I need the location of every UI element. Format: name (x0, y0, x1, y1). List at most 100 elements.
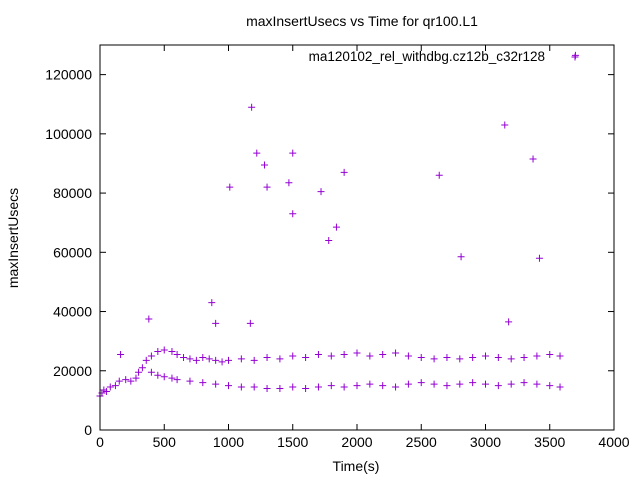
data-point (494, 382, 502, 390)
data-point (379, 350, 387, 358)
data-point (289, 210, 297, 218)
data-point (260, 161, 268, 169)
data-point (117, 350, 125, 358)
x-tick-label: 1500 (277, 434, 308, 450)
data-point (332, 223, 340, 231)
x-tick-label: 500 (153, 434, 177, 450)
data-point (469, 353, 477, 361)
x-tick-label: 0 (96, 434, 104, 450)
data-point (535, 254, 543, 262)
data-point (494, 353, 502, 361)
data-point (212, 319, 220, 327)
data-point (212, 380, 220, 388)
data-point (546, 382, 554, 390)
data-point (237, 355, 245, 363)
data-point (154, 348, 162, 356)
data-point (226, 183, 234, 191)
data-point (456, 380, 464, 388)
data-point (225, 356, 232, 364)
y-tick-label: 60000 (53, 244, 92, 260)
data-point (225, 382, 232, 390)
axis-ticks: 0 500 1000 1500 2000 2500 3000 3500 400002000040… (45, 45, 630, 450)
data-point (379, 382, 387, 390)
data-point (147, 368, 155, 376)
data-point (250, 383, 258, 391)
data-point (127, 377, 135, 385)
data-point (135, 368, 143, 376)
data-point (192, 356, 200, 364)
data-point (289, 352, 297, 360)
data-point (289, 149, 297, 157)
y-tick-label: 40000 (53, 304, 92, 320)
data-point (482, 352, 489, 360)
data-point (250, 356, 258, 364)
y-tick-label: 0 (84, 422, 92, 438)
data-point (505, 318, 513, 326)
data-point (115, 377, 123, 385)
data-point (122, 376, 130, 384)
x-tick-label: 1000 (213, 434, 244, 450)
data-point (285, 179, 293, 187)
data-point (263, 385, 271, 393)
data-point (302, 353, 310, 361)
data-point (366, 380, 374, 388)
x-axis-label: Time(s) (333, 458, 380, 474)
data-point (507, 380, 515, 388)
data-point (430, 355, 438, 363)
data-point (456, 355, 464, 363)
data-point (168, 374, 176, 382)
data-point (556, 383, 564, 391)
data-point (186, 355, 194, 363)
data-point (253, 149, 261, 157)
data-point (482, 380, 489, 388)
data-point (443, 353, 451, 361)
data-point (317, 188, 325, 196)
data-point (340, 350, 348, 358)
data-point (417, 353, 425, 361)
y-axis-label: maxInsertUsecs (5, 188, 21, 288)
data-point (276, 355, 284, 363)
data-point (392, 349, 400, 357)
data-point (289, 383, 297, 391)
data-point (501, 121, 509, 129)
data-point (180, 353, 188, 361)
data-point (520, 379, 528, 387)
data-point (353, 349, 361, 357)
data-point (276, 385, 284, 393)
data-point (102, 388, 110, 395)
data-point (353, 382, 361, 390)
legend: ma120102_rel_withdbg.cz12b_c32r128 (309, 49, 579, 64)
data-point (237, 383, 245, 391)
data-point (392, 383, 400, 391)
data-point (404, 352, 412, 360)
legend-label: ma120102_rel_withdbg.cz12b_c32r128 (309, 49, 545, 64)
data-point (533, 380, 541, 388)
data-point (546, 350, 554, 358)
data-point (142, 356, 150, 364)
data-point (327, 382, 335, 390)
chart-title: maxInsertUsecs vs Time for qr100.L1 (246, 13, 478, 29)
data-point (340, 168, 348, 176)
data-point (327, 352, 335, 360)
data-point (111, 382, 119, 390)
y-tick-label: 120000 (45, 67, 92, 83)
data-point (366, 352, 374, 360)
y-tick-label: 20000 (53, 363, 92, 379)
x-tick-label: 3500 (534, 434, 565, 450)
data-point (173, 376, 181, 384)
data-point (435, 171, 443, 179)
data-point (218, 358, 226, 366)
y-tick-label: 80000 (53, 185, 92, 201)
data-point (208, 299, 216, 307)
data-point (145, 315, 153, 323)
plot-frame (99, 44, 615, 431)
data-point (520, 353, 528, 361)
y-tick-label: 100000 (45, 126, 92, 142)
data-point (404, 380, 412, 388)
legend-marker (571, 53, 579, 61)
data-point (160, 346, 168, 354)
data-point (302, 385, 310, 393)
data-point (205, 355, 213, 363)
